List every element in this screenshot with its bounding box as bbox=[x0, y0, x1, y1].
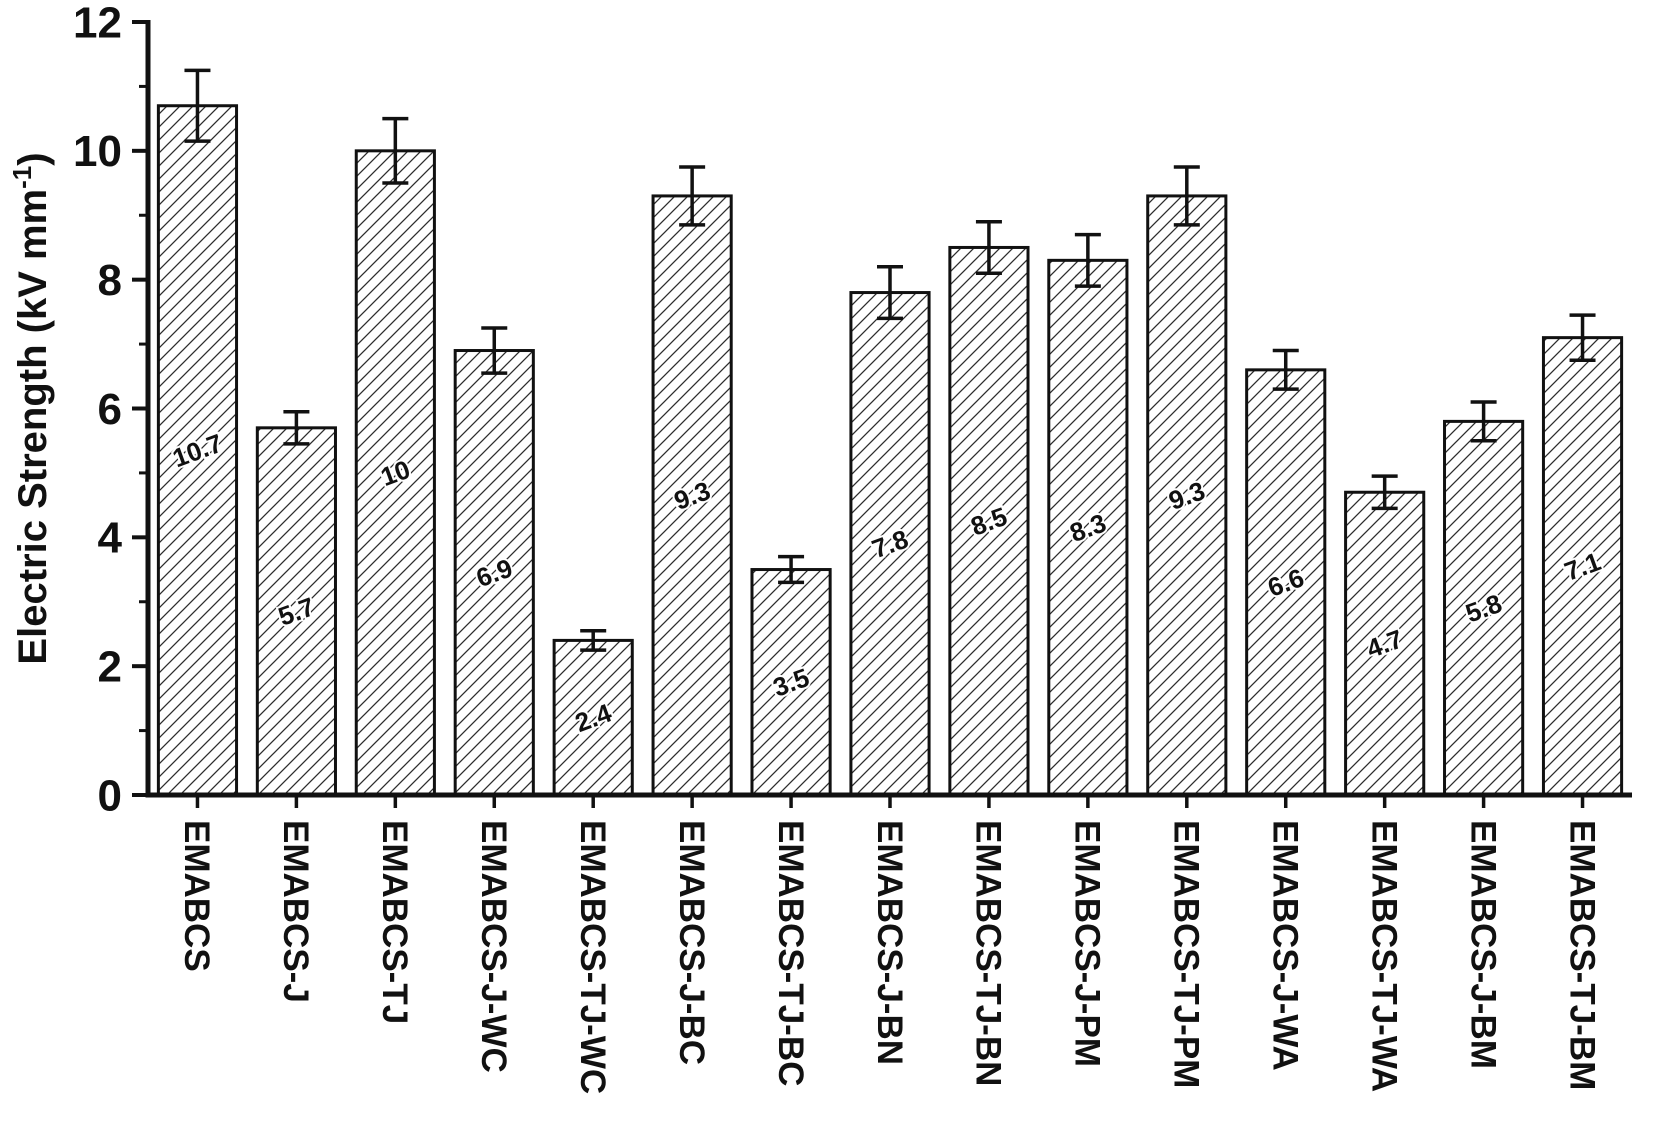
bar bbox=[849, 291, 931, 797]
bar bbox=[1047, 258, 1129, 797]
y-tick-label: 12 bbox=[73, 0, 122, 47]
y-tick-label: 8 bbox=[98, 256, 122, 305]
x-tick-label: EMABCS-TJ bbox=[375, 820, 414, 1024]
bar bbox=[948, 245, 1030, 797]
bar bbox=[750, 568, 832, 797]
y-tick-label: 0 bbox=[98, 771, 122, 820]
x-tick-label: EMABCS-TJ-BN bbox=[969, 820, 1008, 1086]
y-tick-label: 4 bbox=[98, 514, 123, 563]
x-tick-label: EMABCS-TJ-PM bbox=[1167, 820, 1206, 1088]
bar bbox=[156, 104, 239, 797]
x-tick-label: EMABCS-TJ-WC bbox=[573, 820, 612, 1094]
x-tick-label: EMABCS-J-PM bbox=[1068, 820, 1107, 1067]
bar bbox=[651, 194, 733, 797]
x-tick-label: EMABCS-TJ-BM bbox=[1562, 820, 1601, 1090]
y-axis-title: Electric Strength (kV mm-1) bbox=[7, 152, 55, 664]
x-tick-label: EMABCS-J-BM bbox=[1463, 820, 1502, 1069]
bar bbox=[255, 426, 337, 797]
x-tick-label: EMABCS-J-BC bbox=[672, 820, 711, 1065]
x-tick-label: EMABCS bbox=[177, 820, 216, 972]
y-tick-label: 2 bbox=[98, 643, 122, 692]
x-tick-label: EMABCS-J-WC bbox=[474, 820, 513, 1073]
x-tick-label: EMABCS-J bbox=[276, 820, 315, 1003]
bar bbox=[1146, 194, 1228, 797]
x-tick-label: EMABCS-J-WA bbox=[1265, 820, 1304, 1071]
y-tick-label: 10 bbox=[73, 127, 122, 176]
x-tick-label: EMABCS-J-BN bbox=[870, 820, 909, 1065]
x-tick-label: EMABCS-TJ-BC bbox=[771, 820, 810, 1086]
x-tick-label: EMABCS-TJ-WA bbox=[1364, 820, 1403, 1092]
y-tick-label: 6 bbox=[98, 385, 122, 434]
